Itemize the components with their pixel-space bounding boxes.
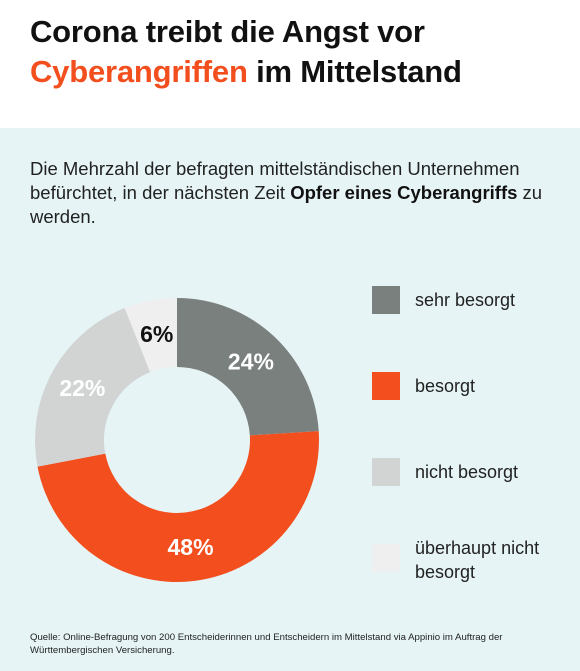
slice-label-besorgt: 48%: [168, 534, 214, 560]
legend-swatch: [372, 286, 400, 314]
chart-title: Corona treibt die Angst vor Cyberangriff…: [30, 12, 462, 92]
intro-part-1: Die Mehrzahl der befragten mittelständis…: [30, 158, 520, 203]
legend-swatch: [372, 458, 400, 486]
slice-label-nicht-besorgt: 22%: [59, 375, 105, 401]
legend-label: überhaupt nicht besorgt: [415, 538, 540, 582]
donut-slice-nicht-besorgt: [34, 307, 151, 467]
legend-label: besorgt: [415, 376, 476, 396]
header: Corona treibt die Angst vor Cyberangriff…: [0, 0, 580, 128]
donut-chart: 24% 48% 22% 6%: [34, 298, 320, 582]
source-note: Quelle: Online-Befragung von 200 Entsche…: [30, 632, 503, 656]
legend-swatch: [372, 372, 400, 400]
title-line-2-rest: im Mittelstand: [247, 54, 462, 89]
legend-swatch: [372, 544, 400, 572]
slice-label-überhaupt-nicht-besorgt: 6%: [140, 321, 173, 347]
intro-part-2: zu werden.: [30, 182, 543, 227]
slice-label-sehr-besorgt: 24%: [228, 348, 274, 374]
legend-label: nicht besorgt: [415, 462, 519, 482]
intro-text: Die Mehrzahl der befragten mittelständis…: [30, 157, 560, 229]
legend-label: sehr besorgt: [415, 290, 516, 310]
intro-bold: Opfer eines Cyberangriffs: [290, 182, 518, 203]
donut-slice-besorgt: [37, 431, 320, 582]
donut-slice-überhaupt-nicht-besorgt: [124, 298, 177, 373]
title-line-1: Corona treibt die Angst vor: [30, 14, 425, 49]
donut-slice-sehr-besorgt: [177, 298, 319, 436]
title-accent: Cyberangriffen: [30, 54, 248, 89]
